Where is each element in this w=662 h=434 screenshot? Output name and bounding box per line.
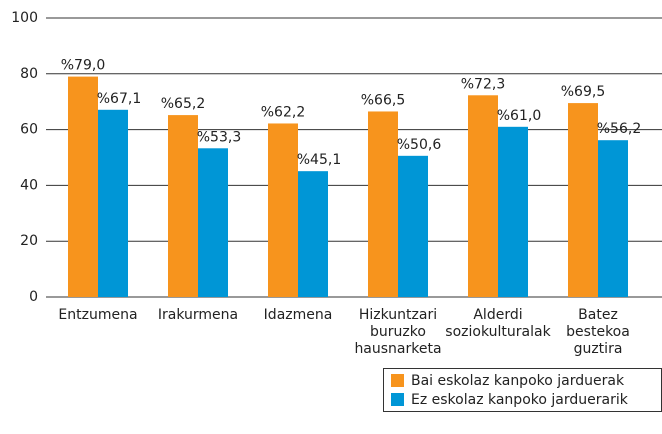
value-label: %69,5 bbox=[561, 84, 605, 100]
legend-box bbox=[383, 368, 662, 412]
x-tick-label: Entzumena bbox=[58, 307, 137, 323]
bar bbox=[568, 103, 598, 297]
y-tick-label: 20 bbox=[20, 233, 38, 249]
x-tick-label: Batez bestekoa guztira bbox=[566, 307, 630, 357]
bar bbox=[398, 155, 428, 297]
bar bbox=[68, 76, 98, 297]
value-label: %61,0 bbox=[497, 108, 541, 124]
bar bbox=[168, 115, 198, 297]
x-tick-label-line: Irakurmena bbox=[158, 307, 238, 323]
x-tick-label-line: buruzko bbox=[370, 324, 426, 340]
bar bbox=[298, 171, 328, 297]
y-tick-label: 0 bbox=[29, 289, 38, 305]
value-label: %50,6 bbox=[397, 137, 442, 153]
value-label: %79,0 bbox=[61, 58, 105, 74]
value-label: %45,1 bbox=[297, 152, 341, 168]
value-label: %67,1 bbox=[97, 91, 141, 107]
value-label: %65,2 bbox=[161, 96, 205, 112]
x-tick-label-line: Batez bbox=[578, 307, 618, 323]
value-label: %66,5 bbox=[361, 92, 405, 108]
bar bbox=[598, 140, 628, 297]
value-label: %62,2 bbox=[261, 104, 305, 120]
legend-label: Bai eskolaz kanpoko jarduerak bbox=[411, 373, 625, 389]
value-label: %72,3 bbox=[461, 76, 505, 92]
y-tick-label: 60 bbox=[20, 122, 38, 138]
x-tick-label-line: Hizkuntzari bbox=[359, 307, 437, 323]
x-tick-label-line: hausnarketa bbox=[354, 341, 441, 357]
x-tick-label: Idazmena bbox=[264, 307, 333, 323]
x-tick-label: Irakurmena bbox=[158, 307, 238, 323]
legend-swatch bbox=[391, 374, 404, 387]
legend-swatch bbox=[391, 393, 404, 406]
x-tick-label-line: soziokulturalak bbox=[445, 324, 551, 340]
bar bbox=[368, 111, 398, 297]
bar bbox=[198, 148, 228, 297]
x-tick-label: Hizkuntzari buruzko hausnarketa bbox=[354, 307, 441, 357]
y-tick-label: 80 bbox=[20, 66, 38, 82]
x-tick-label: Alderdi soziokulturalak bbox=[445, 307, 551, 340]
x-tick-label-line: Idazmena bbox=[264, 307, 333, 323]
value-label: %53,3 bbox=[197, 129, 241, 145]
y-tick-label: 40 bbox=[20, 177, 38, 193]
x-tick-label-line: guztira bbox=[574, 341, 623, 357]
bar bbox=[268, 123, 298, 297]
bar bbox=[98, 109, 128, 297]
bar bbox=[468, 95, 498, 298]
x-tick-label-line: Entzumena bbox=[58, 307, 137, 323]
x-tick-label-line: Alderdi bbox=[473, 307, 522, 323]
value-label: %56,2 bbox=[597, 121, 641, 137]
x-tick-label-line: bestekoa bbox=[566, 324, 630, 340]
y-tick-label: 100 bbox=[11, 10, 38, 26]
bar bbox=[498, 126, 528, 297]
legend-label: Ez eskolaz kanpoko jarduerarik bbox=[411, 392, 629, 408]
